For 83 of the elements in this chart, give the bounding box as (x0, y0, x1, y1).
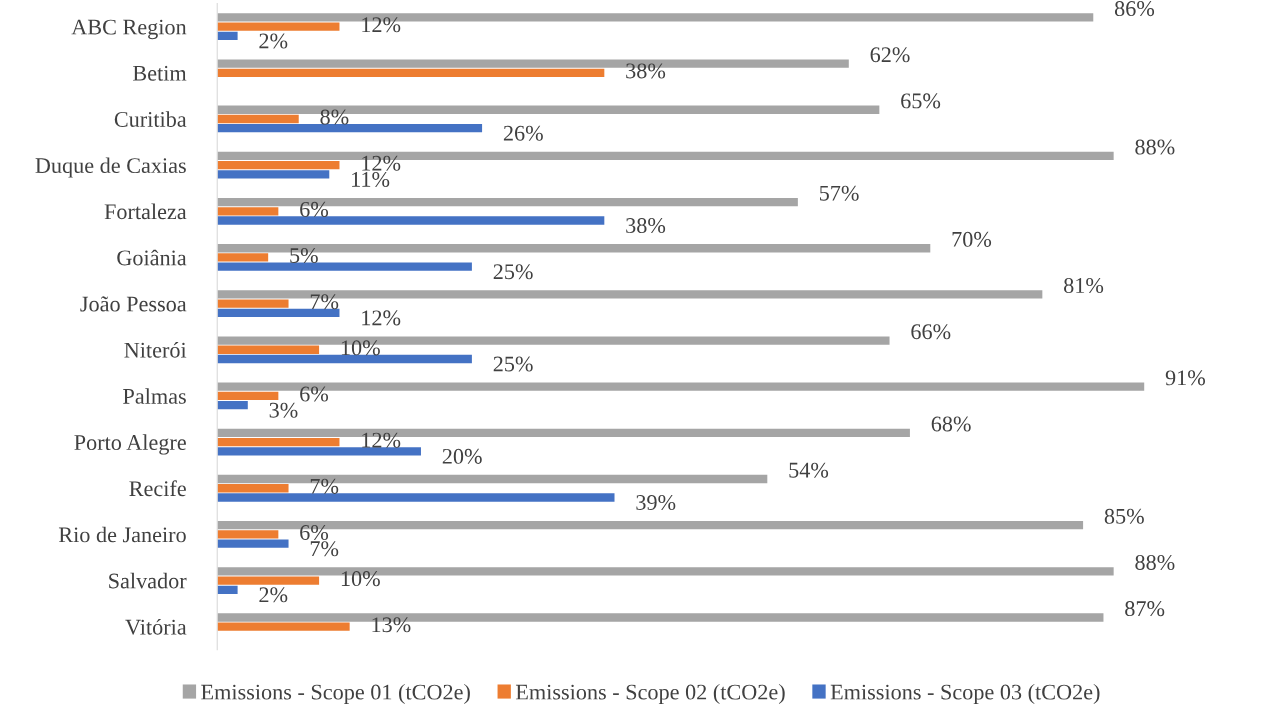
legend-label: Emissions - Scope 03 (tCO2e) (830, 683, 1100, 705)
data-label: 54% (789, 462, 829, 478)
data-label: 38% (626, 63, 666, 79)
bar (217, 622, 350, 631)
data-label: 25% (493, 264, 533, 280)
bar (217, 391, 279, 401)
legend-label: Emissions - Scope 02 (tCO2e) (515, 683, 785, 705)
bar (217, 160, 340, 170)
data-label: 25% (493, 356, 533, 372)
y-tick-label: Betim (133, 65, 187, 81)
data-label: 38% (626, 218, 666, 234)
bar (217, 68, 605, 77)
data-label: 2% (259, 587, 288, 603)
data-label: 57% (819, 185, 859, 201)
bar (217, 207, 279, 216)
bar (217, 585, 238, 594)
bar (217, 22, 340, 31)
y-tick-label: Vitória (125, 618, 187, 635)
bar (217, 539, 289, 548)
data-label: 6% (300, 524, 329, 541)
y-tick-label: Porto Alegre (74, 434, 186, 455)
y-tick-label: Niterói (124, 342, 187, 358)
data-label: 26% (503, 125, 543, 141)
data-label: 10% (341, 340, 380, 356)
data-label: 39% (636, 494, 676, 511)
data-label: 7% (310, 541, 339, 557)
y-tick-label: Goiânia (117, 249, 187, 266)
data-label: 85% (1104, 508, 1144, 524)
data-label: 62% (870, 47, 910, 63)
data-label: 91% (1165, 370, 1206, 386)
y-tick-label: ABC Region (71, 19, 187, 40)
data-label: 12% (362, 310, 401, 326)
data-label: 8% (320, 109, 349, 125)
y-tick-label: Salvador (109, 572, 187, 589)
data-label: 11% (352, 171, 390, 187)
bar (217, 124, 483, 133)
data-label: 12% (362, 17, 401, 33)
data-label: 65% (901, 93, 941, 109)
bar (217, 308, 340, 317)
data-label: 13% (372, 617, 411, 633)
bar (217, 345, 320, 354)
bar (217, 253, 269, 262)
data-label: 87% (1125, 601, 1165, 617)
y-tick-label: Rio de Janeiro (58, 526, 186, 543)
data-label: 20% (442, 448, 482, 464)
data-label: 88% (1135, 139, 1175, 155)
y-tick-label: Fortaleza (104, 203, 187, 220)
legend-label: Emissions - Scope 01 (tCO2e) (201, 683, 470, 705)
bar (217, 31, 238, 41)
bar (217, 299, 289, 308)
data-label: 2% (259, 33, 288, 49)
bar (217, 216, 605, 225)
y-tick-label: Recife (129, 480, 186, 497)
data-label: 7% (310, 294, 339, 310)
bar (217, 493, 615, 502)
bar (217, 530, 279, 539)
data-label: 5% (290, 248, 318, 264)
data-label: 6% (300, 201, 329, 217)
data-label: 81% (1064, 278, 1104, 294)
data-label: 88% (1135, 554, 1175, 571)
bar (217, 401, 248, 410)
bar (217, 262, 472, 271)
y-tick-label: Duque de Caxias (35, 157, 186, 178)
data-label: 12% (362, 432, 401, 448)
data-label: 68% (931, 416, 971, 432)
data-label: 86% (1114, 1, 1155, 17)
data-label: 12% (362, 155, 401, 171)
data-label: 7% (310, 478, 339, 494)
data-label: 66% (911, 324, 951, 340)
data-label: 6% (300, 386, 329, 402)
data-label: 10% (341, 571, 380, 587)
bar (217, 354, 472, 364)
y-tick-label: Curitiba (114, 111, 187, 127)
data-label: 70% (952, 231, 992, 247)
data-label: 3% (269, 402, 298, 418)
bar (217, 576, 320, 585)
bar (217, 170, 330, 179)
bar (217, 484, 289, 493)
y-tick-label: João Pessoa (80, 296, 187, 312)
bar (217, 114, 299, 124)
bar (217, 437, 340, 447)
y-tick-label: Palmas (123, 388, 186, 404)
bar (217, 447, 421, 456)
